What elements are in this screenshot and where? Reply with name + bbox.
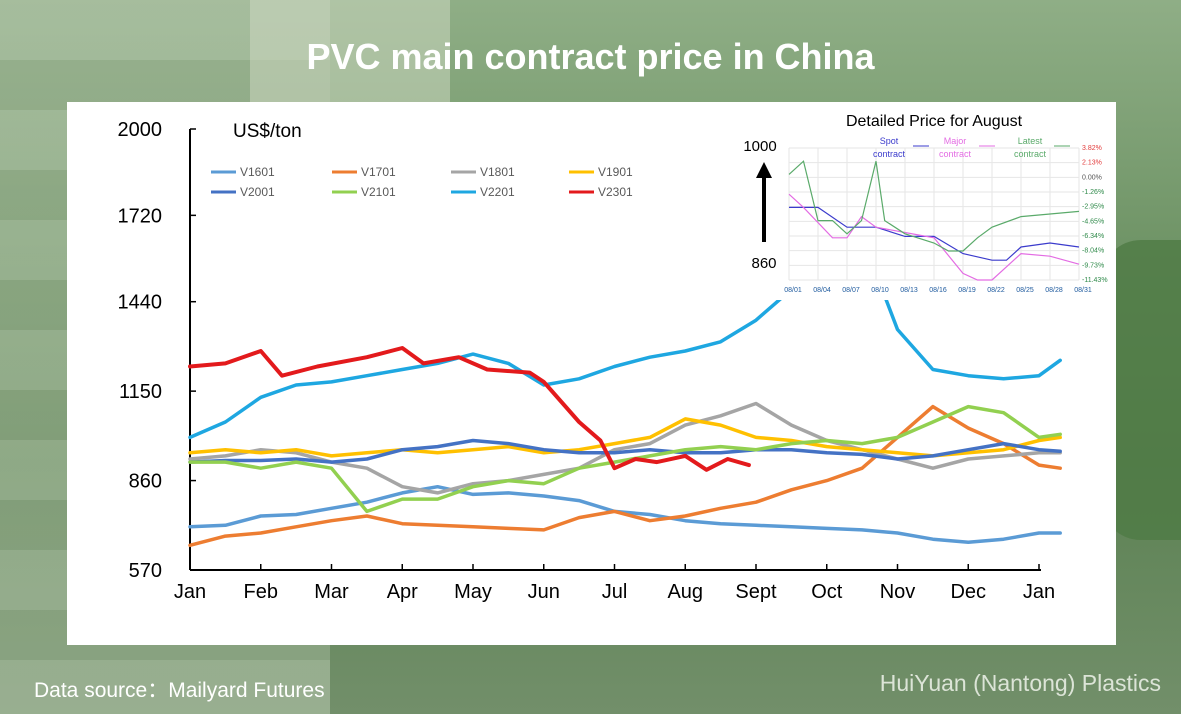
x-tick-label: Sept — [735, 581, 777, 603]
x-tick-label: Jun — [528, 581, 560, 603]
x-tick-label: Oct — [811, 581, 843, 603]
x-tick-label: Dec — [950, 581, 986, 603]
legend-label-V1601: V1601 — [240, 165, 275, 179]
inset-series-major-contract — [788, 193, 1080, 281]
legend-label-V2201: V2201 — [480, 185, 515, 199]
inset-x-tick-label: 08/22 — [987, 287, 1005, 294]
inset-legend-label-2: contract — [939, 149, 972, 159]
x-tick-label: Aug — [667, 581, 703, 603]
inset-right-tick-label: -4.65% — [1082, 218, 1104, 225]
x-tick-label: Jul — [602, 581, 628, 603]
y-tick-label: 1440 — [118, 292, 163, 314]
x-tick-label: Feb — [244, 581, 278, 603]
legend-label-V1701: V1701 — [361, 165, 396, 179]
series-line-V1801 — [188, 401, 1062, 495]
inset-x-tick-label: 08/01 — [784, 287, 802, 294]
x-tick-label: Jan — [174, 581, 206, 603]
x-tick-label: May — [454, 581, 492, 603]
legend-label-V1801: V1801 — [480, 165, 515, 179]
inset-x-tick-label: 08/04 — [813, 287, 831, 294]
y-tick-label: 2000 — [118, 119, 163, 141]
series-line-V2301 — [188, 346, 751, 472]
inset-legend-label: Spot — [880, 136, 899, 146]
inset-arrow-head — [756, 162, 772, 178]
y-axis-label: US$/ton — [233, 121, 302, 142]
y-tick-label: 1150 — [119, 381, 162, 403]
inset-x-tick-label: 08/19 — [958, 287, 976, 294]
inset-right-tick-label: 3.82% — [1082, 145, 1102, 152]
legend-label-V2101: V2101 — [361, 185, 396, 199]
inset-x-tick-label: 08/10 — [871, 287, 889, 294]
inset-right-tick-label: 0.00% — [1082, 174, 1102, 181]
inset-arrow-top-label: 1000 — [743, 138, 776, 155]
inset-legend-label-2: contract — [1014, 149, 1047, 159]
legend-label-V1901: V1901 — [598, 165, 633, 179]
inset-x-tick-label: 08/25 — [1016, 287, 1034, 294]
inset-x-tick-label: 08/31 — [1074, 287, 1092, 294]
y-tick-label: 570 — [129, 560, 162, 582]
background-building-top — [250, 0, 450, 110]
line-chart: 2000 1720 1440 1150 860 570 Jan Feb Mar Apr May Jun… — [118, 113, 1114, 603]
series-line-V1601 — [188, 484, 1062, 544]
inset-background — [734, 140, 1114, 300]
series-line-V2201 — [188, 235, 1062, 440]
chart-panel: 2000 1720 1440 1150 860 570 Jan Feb Mar Apr May Jun… — [67, 102, 1116, 645]
inset-title: Detailed Price for August — [846, 113, 1023, 130]
inset-arrow-bottom-label: 860 — [751, 255, 776, 272]
inset-right-tick-label: -2.95% — [1082, 204, 1104, 211]
inset-series-spot-contract — [789, 206, 1080, 261]
company-name: HuiYuan (Nantong) Plastics — [879, 670, 1161, 696]
inset-x-tick-label: 08/28 — [1045, 287, 1063, 294]
inset-x-tick-label: 08/13 — [900, 287, 918, 294]
page-title: PVC main contract price in China — [306, 36, 875, 77]
x-tick-label: Jan — [1023, 581, 1055, 603]
series-line-V2001 — [188, 438, 1062, 464]
inset-legend-label: Major — [944, 136, 967, 146]
inset-right-tick-label: -9.73% — [1082, 262, 1104, 269]
inset-right-tick-label: -1.26% — [1082, 189, 1104, 196]
inset-right-tick-label: -8.04% — [1082, 248, 1104, 255]
y-tick-label: 1720 — [118, 205, 163, 227]
legend-label-V2301: V2301 — [598, 185, 633, 199]
inset-right-tick-label: 2.13% — [1082, 160, 1102, 167]
inset-legend-label-2: contract — [873, 149, 906, 159]
x-tick-label: Nov — [880, 581, 916, 603]
data-source: Data source：Mailyard Futures — [34, 679, 325, 702]
inset-right-tick-label: -11.43% — [1082, 277, 1108, 284]
inset-x-tick-label: 08/16 — [929, 287, 947, 294]
x-tick-label: Mar — [314, 581, 349, 603]
inset-legend-label: Latest — [1018, 136, 1043, 146]
x-tick-label: Apr — [387, 581, 418, 603]
series-line-V1701 — [188, 404, 1062, 548]
legend-label-V2001: V2001 — [240, 185, 275, 199]
y-tick-label: 860 — [129, 471, 162, 493]
inset-series-latest-contract — [788, 160, 1080, 252]
inset-x-tick-label: 08/07 — [842, 287, 860, 294]
inset-right-tick-label: -6.34% — [1082, 233, 1104, 240]
